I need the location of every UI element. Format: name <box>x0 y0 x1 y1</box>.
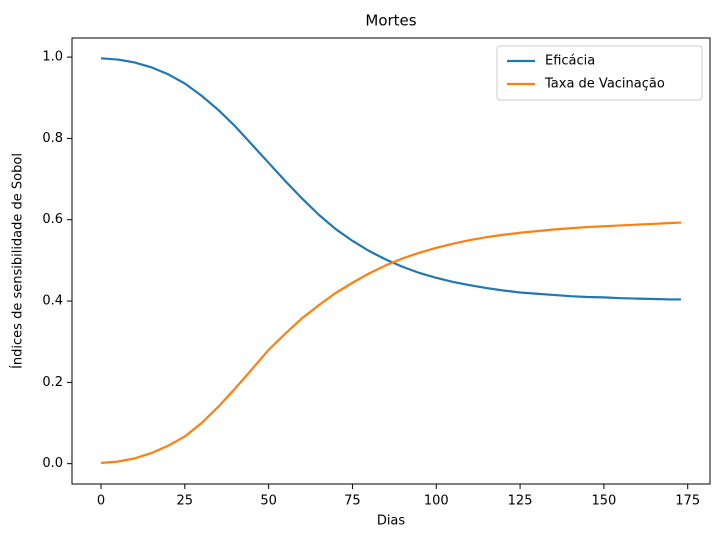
y-tick-label: 1.0 <box>42 50 63 65</box>
y-tick-label: 0.4 <box>42 294 63 309</box>
legend-label: Eficácia <box>545 54 595 69</box>
legend-box <box>496 45 703 101</box>
y-tick-label: 0.0 <box>42 456 63 471</box>
plot-frame <box>71 37 711 485</box>
x-tick-label: 25 <box>177 494 194 509</box>
y-axis-label: Índices de sensibilidade de Sobol <box>10 153 26 369</box>
x-tick-label: 50 <box>260 494 277 509</box>
y-tick-label: 0.8 <box>42 131 63 146</box>
y-tick-label: 0.6 <box>42 212 63 227</box>
x-axis-label: Dias <box>377 514 406 529</box>
line <box>100 221 682 464</box>
x-tick-label: 125 <box>508 494 533 509</box>
legend-label: Taxa de Vacinação <box>544 77 665 92</box>
x-tick-label: 0 <box>97 494 105 509</box>
x-tick-label: 175 <box>675 494 700 509</box>
x-tick-label: 75 <box>344 494 361 509</box>
chart-title: Mortes <box>365 12 416 30</box>
x-tick-label: 100 <box>424 494 449 509</box>
y-tick-label: 0.2 <box>42 375 63 390</box>
x-tick-label: 150 <box>591 494 616 509</box>
line <box>100 57 681 301</box>
